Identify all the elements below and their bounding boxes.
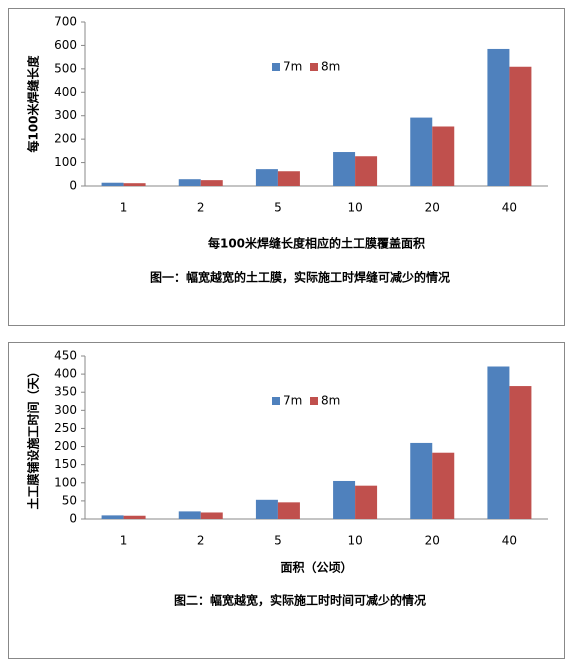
x-tick-label: 2 <box>197 534 205 548</box>
x-tick-label: 10 <box>347 534 362 548</box>
x-tick-label: 1 <box>120 534 128 548</box>
bar <box>509 386 532 519</box>
y-tick-label: 700 <box>54 15 77 29</box>
y-axis-label: 每100米焊缝长度 <box>26 54 41 152</box>
bar <box>487 366 510 519</box>
bar <box>432 452 455 519</box>
x-tick-label: 40 <box>502 201 517 215</box>
x-axis-label: 每100米焊缝长度相应的土工膜覆盖面积 <box>208 236 425 251</box>
y-tick-label: 450 <box>54 349 77 363</box>
y-tick-label: 0 <box>69 512 77 526</box>
x-tick-label: 20 <box>425 201 440 215</box>
bar <box>255 499 278 519</box>
bar <box>277 502 300 519</box>
bar <box>432 126 455 186</box>
x-tick-label: 10 <box>347 201 362 215</box>
y-tick-label: 300 <box>54 108 77 122</box>
chart-frame <box>8 8 565 326</box>
y-tick-label: 100 <box>54 475 77 489</box>
bar <box>101 515 124 519</box>
legend-label: 8m <box>321 394 340 408</box>
y-tick-label: 400 <box>54 367 77 381</box>
bar <box>487 48 510 186</box>
x-tick-label: 20 <box>425 534 440 548</box>
legend-swatch <box>310 397 318 405</box>
bar <box>101 182 124 186</box>
y-tick-label: 250 <box>54 421 77 435</box>
y-tick-label: 200 <box>54 439 77 453</box>
y-tick-label: 0 <box>69 179 77 193</box>
chart-frame <box>8 342 565 659</box>
x-axis-label: 面积（公顷） <box>280 560 352 575</box>
bar <box>200 180 223 186</box>
bar <box>178 179 201 186</box>
bar <box>200 512 223 519</box>
legend-swatch <box>272 397 280 405</box>
y-tick-label: 300 <box>54 403 77 417</box>
legend-swatch <box>310 63 318 71</box>
y-tick-label: 350 <box>54 385 77 399</box>
x-tick-label: 40 <box>502 534 517 548</box>
legend-swatch <box>272 63 280 71</box>
x-tick-label: 2 <box>197 201 205 215</box>
bar <box>178 511 201 519</box>
y-tick-label: 50 <box>62 493 77 507</box>
bar <box>355 156 378 186</box>
bar <box>410 117 433 186</box>
x-tick-label: 5 <box>274 201 282 215</box>
y-tick-label: 500 <box>54 61 77 75</box>
y-axis-label: 土工膜铺设施工时间（天） <box>26 365 41 509</box>
y-tick-label: 150 <box>54 457 77 471</box>
bar <box>123 515 146 519</box>
y-tick-label: 100 <box>54 155 77 169</box>
bar <box>123 183 146 186</box>
caption: 图一：幅宽越宽的土工膜，实际施工时焊缝可减少的情况 <box>150 270 450 285</box>
bar <box>410 442 433 519</box>
y-tick-label: 200 <box>54 132 77 146</box>
bar <box>355 485 378 519</box>
legend-label: 7m <box>283 394 302 408</box>
bar <box>509 66 532 186</box>
legend-label: 8m <box>321 60 340 74</box>
bar <box>277 171 300 186</box>
y-tick-label: 400 <box>54 85 77 99</box>
bar <box>255 169 278 186</box>
bar <box>333 480 356 519</box>
bar <box>333 152 356 186</box>
x-tick-label: 5 <box>274 534 282 548</box>
x-tick-label: 1 <box>120 201 128 215</box>
caption: 图二：幅宽越宽，实际施工时时间可减少的情况 <box>174 593 426 608</box>
y-tick-label: 600 <box>54 38 77 52</box>
legend-label: 7m <box>283 60 302 74</box>
